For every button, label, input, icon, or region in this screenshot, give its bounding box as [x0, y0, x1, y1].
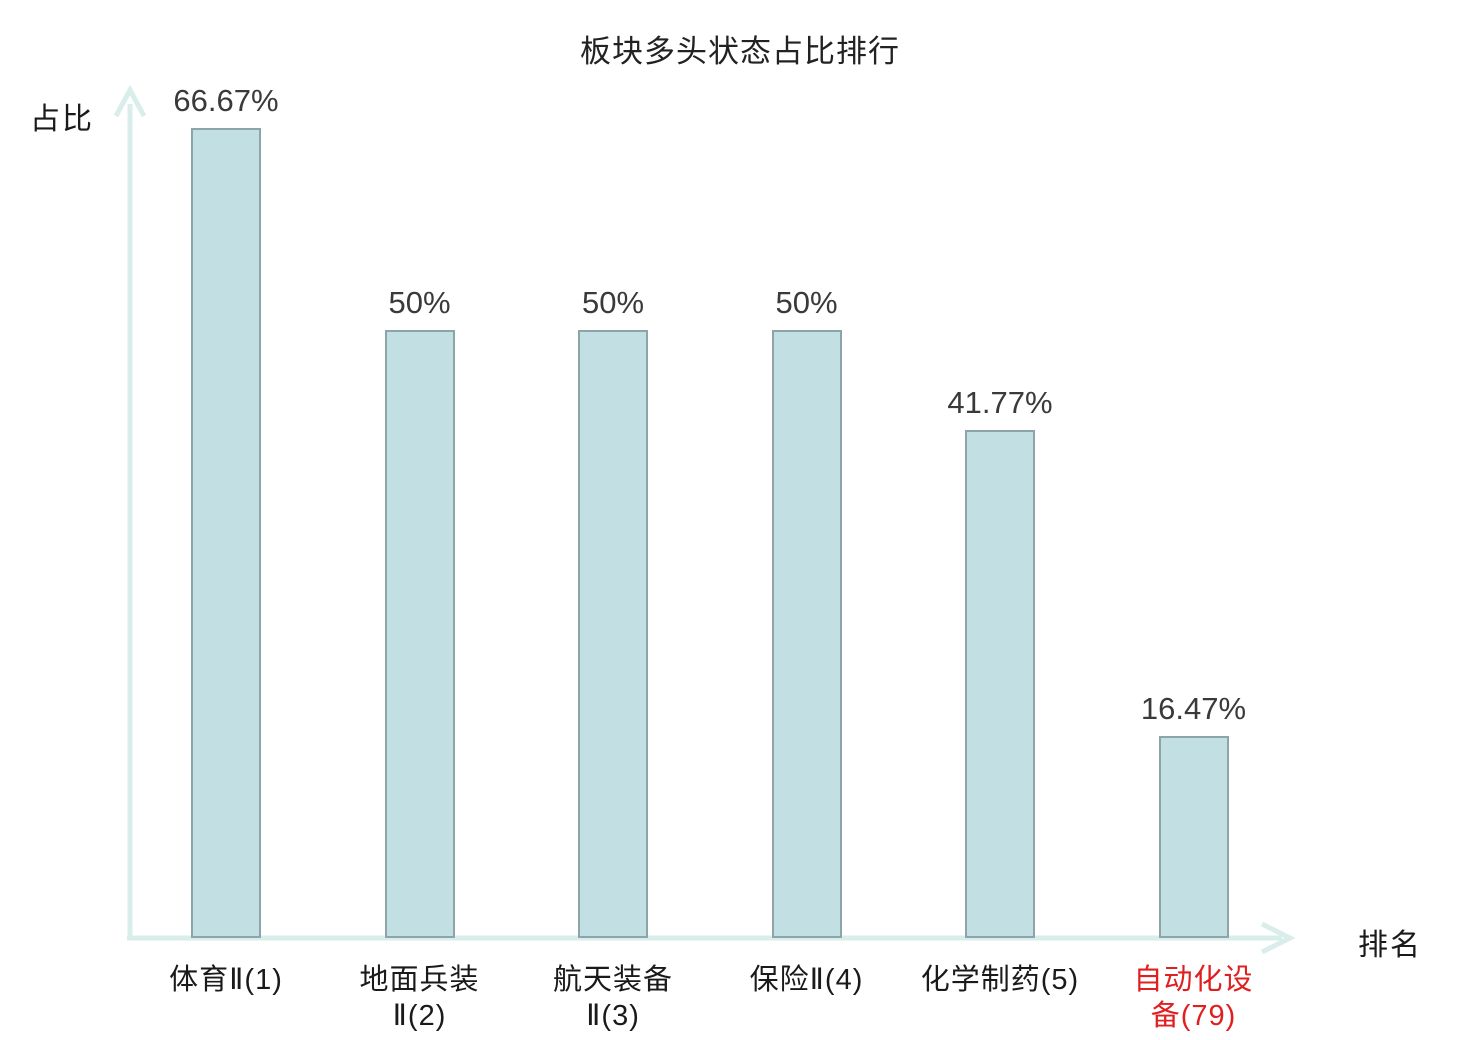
x-axis-arrow-icon	[1260, 921, 1296, 955]
bar	[1158, 736, 1229, 938]
y-axis-label: 占比	[30, 103, 94, 136]
bar-value-label: 16.47%	[1140, 691, 1247, 726]
bar-value-label: 41.77%	[947, 385, 1053, 420]
bar-category-label-line: Ⅱ(2)	[392, 1000, 447, 1032]
bar-category-label: 地面兵装 Ⅱ(2)	[310, 962, 530, 1034]
bar-category-label-line: 体育Ⅱ(1)	[169, 964, 283, 996]
bar-value-label: 50%	[581, 285, 645, 320]
bar-category-label: 体育Ⅱ(1)	[116, 962, 336, 998]
bar-category-label-line: 自动化设	[1133, 964, 1254, 996]
bar-value-label: 50%	[775, 285, 838, 320]
bar-category-label: 航天装备 Ⅱ(3)	[503, 962, 723, 1034]
bar-value-label: 50%	[388, 285, 451, 320]
bar-category-label-line: 保险Ⅱ(4)	[749, 964, 864, 996]
bar	[191, 128, 261, 938]
bar-category-label: 保险Ⅱ(4)	[697, 962, 917, 998]
bar-category-label-line: 地面兵装	[359, 964, 480, 996]
bar-category-label-line: 化学制药(5)	[920, 964, 1080, 996]
bar-category-label: 化学制药(5)	[890, 962, 1110, 998]
bar	[384, 330, 455, 938]
bar-category-label-line: 备(79)	[1150, 1000, 1237, 1032]
bar-category-label: 自动化设备(79)	[1084, 962, 1304, 1034]
bar-category-label-line: 航天装备	[552, 964, 673, 996]
chart-title: 板块多头状态占比排行	[580, 34, 900, 69]
bar	[578, 330, 648, 938]
bar	[965, 430, 1035, 938]
x-axis-label: 排名	[1358, 929, 1422, 962]
bar-category-label-line: Ⅱ(3)	[586, 1000, 640, 1032]
bar	[771, 330, 842, 938]
bar-value-label: 66.67%	[173, 83, 279, 118]
